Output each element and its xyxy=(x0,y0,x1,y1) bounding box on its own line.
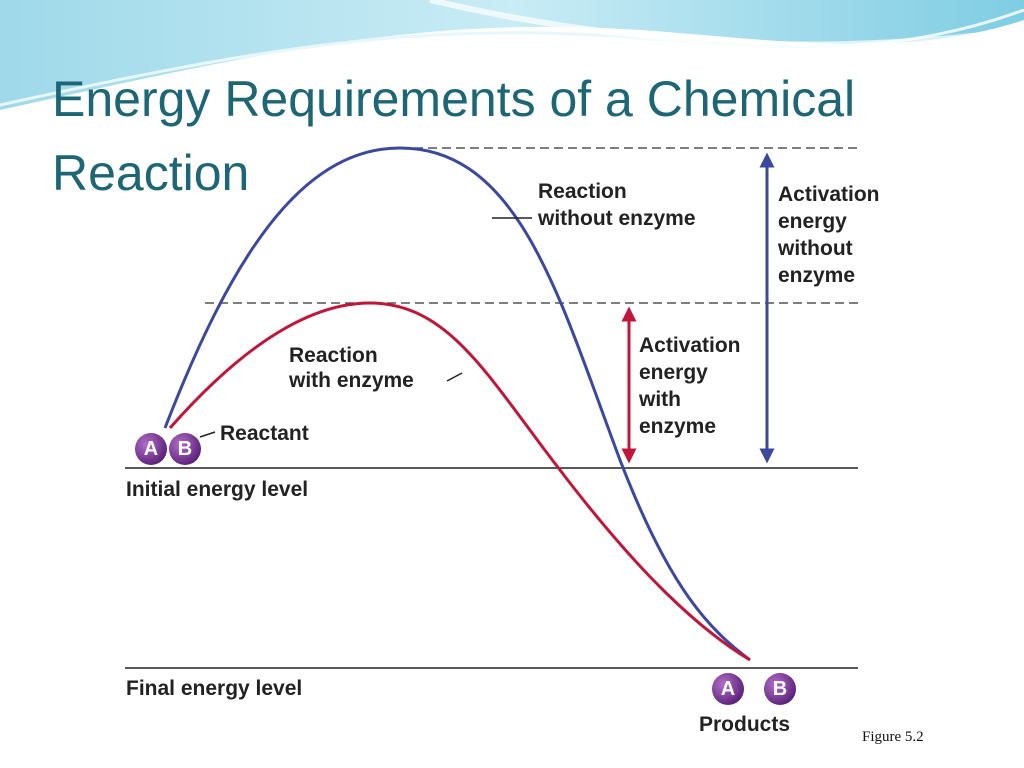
figure-panel xyxy=(120,140,862,738)
label-initial: Initial energy level xyxy=(126,478,308,501)
title: Energy Requirements of a Chemical Reacti… xyxy=(52,71,869,201)
molecule xyxy=(135,433,167,465)
header-decoration xyxy=(0,0,1024,110)
molecule xyxy=(764,673,796,705)
label-with-enzyme: Reaction with enzyme xyxy=(288,344,414,392)
label-final: Final energy level xyxy=(126,677,302,700)
molecule xyxy=(712,673,744,705)
molecule xyxy=(169,433,201,465)
figure-caption: Figure 5.2 xyxy=(862,729,924,745)
molecule-label: B xyxy=(773,678,787,700)
label-reactant: Reactant xyxy=(220,422,309,445)
diagram: Reaction without enzyme Reaction with en… xyxy=(125,146,885,736)
label-activation-without: Activation energy without enzyme xyxy=(777,183,885,287)
reactant-molecules: A B xyxy=(135,433,201,465)
product-molecules: A B xyxy=(712,673,796,705)
molecule-label: A xyxy=(144,438,158,460)
label-without-enzyme: Reaction without enzyme xyxy=(537,180,696,230)
leader xyxy=(446,372,463,382)
label-products: Products xyxy=(699,713,790,736)
curve-with-enzyme xyxy=(168,301,751,662)
label-activation-with: Activation energy with enzyme xyxy=(638,334,746,438)
molecule-label: B xyxy=(178,438,192,460)
curve-without-enzyme xyxy=(163,146,751,662)
molecule-label: A xyxy=(721,678,735,700)
leader xyxy=(199,431,216,438)
